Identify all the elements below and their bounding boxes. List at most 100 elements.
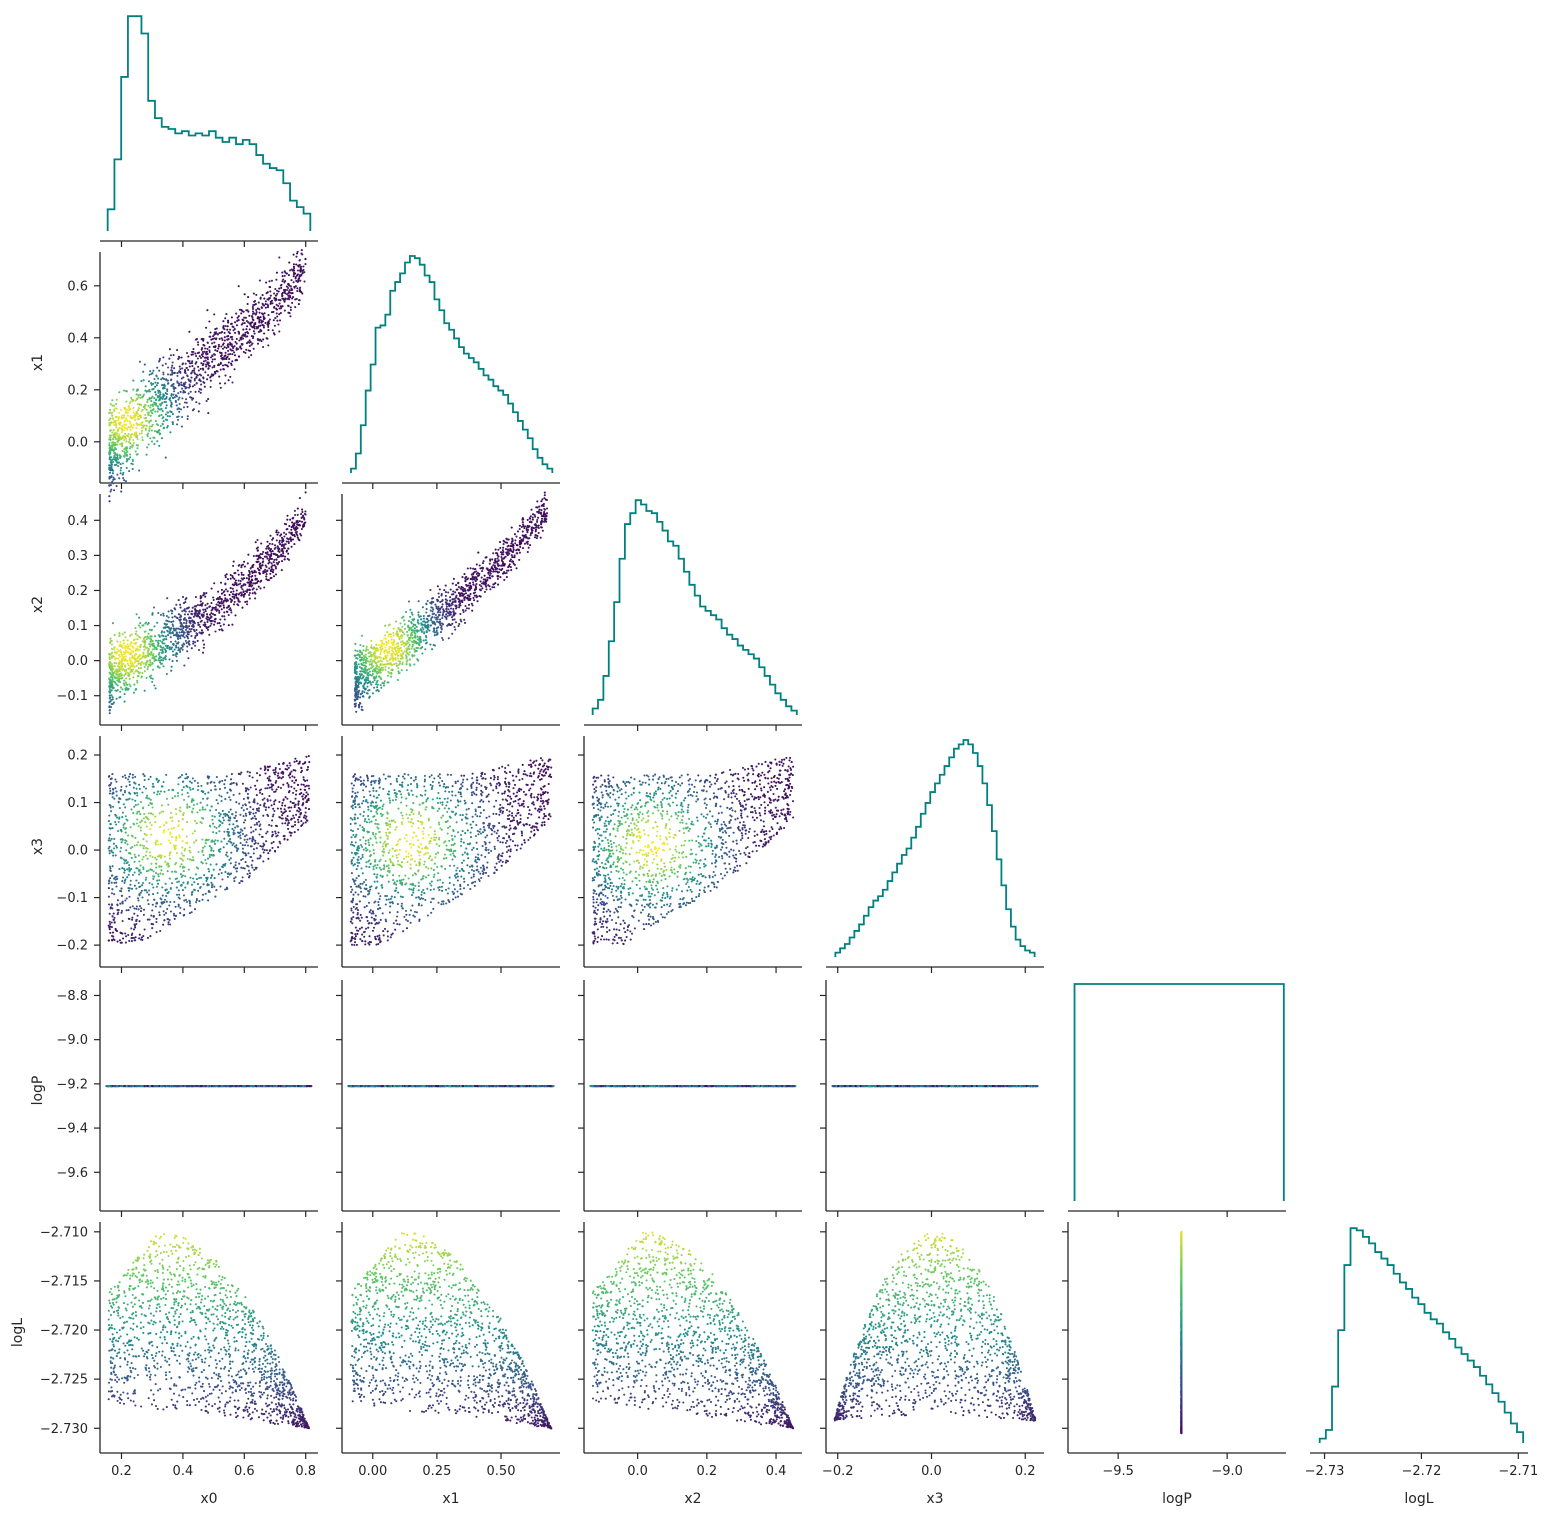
- scatter-point: [212, 335, 215, 338]
- scatter-point: [510, 569, 513, 572]
- scatter-point: [163, 383, 166, 386]
- scatter-point: [411, 654, 414, 657]
- scatter-point: [113, 434, 116, 437]
- y-tick-label: 0.3: [67, 549, 88, 564]
- scatter-point: [436, 598, 439, 601]
- scatter-point: [265, 547, 268, 550]
- scatter-point: [120, 466, 123, 469]
- scatter-point: [210, 373, 213, 376]
- scatter-point: [287, 547, 290, 550]
- scatter-point: [123, 414, 126, 417]
- scatter-point: [290, 785, 293, 788]
- scatter-point: [354, 704, 357, 707]
- scatter-point: [426, 618, 429, 621]
- scatter-x1-x2: [353, 491, 549, 713]
- scatter-point: [294, 285, 297, 288]
- scatter-point: [373, 660, 376, 663]
- scatter-point: [415, 629, 419, 632]
- scatter-point: [158, 357, 162, 360]
- scatter-point: [223, 611, 226, 614]
- scatter-point: [264, 303, 267, 306]
- scatter-point: [170, 378, 173, 381]
- y-tick-label: 0.2: [67, 584, 88, 599]
- scatter-point: [141, 655, 144, 658]
- scatter-point: [253, 327, 256, 330]
- scatter-point: [109, 461, 112, 464]
- scatter-point: [406, 633, 409, 637]
- scatter-point: [362, 695, 365, 698]
- scatter-point: [361, 709, 364, 712]
- scatter-point: [213, 337, 216, 340]
- scatter-point: [129, 456, 132, 459]
- scatter-point: [417, 613, 420, 617]
- scatter-point: [488, 574, 491, 577]
- scatter-point: [413, 663, 416, 666]
- scatter-point: [240, 594, 243, 597]
- panel-x1-logL: 0.00 0.25 0.50: [336, 1222, 560, 1479]
- scatter-point: [445, 617, 448, 621]
- scatter-point: [192, 807, 195, 810]
- scatter-point: [379, 639, 383, 642]
- scatter-point: [176, 374, 179, 377]
- scatter-point: [206, 607, 209, 610]
- scatter-point: [302, 816, 305, 819]
- scatter-point: [123, 448, 126, 451]
- scatter-point: [178, 402, 181, 406]
- scatter-point: [220, 600, 223, 603]
- scatter-point: [481, 570, 484, 573]
- scatter-point: [112, 449, 115, 453]
- scatter-point: [396, 649, 399, 652]
- scatter-point: [198, 355, 201, 358]
- scatter-point: [151, 680, 154, 683]
- scatter-point: [246, 770, 249, 773]
- scatter-point: [158, 657, 161, 660]
- scatter-point: [146, 400, 149, 404]
- scatter-point: [169, 354, 173, 357]
- panel-x1-x2: [336, 494, 560, 731]
- scatter-point: [186, 633, 189, 636]
- scatter-point: [177, 627, 180, 630]
- scatter-point: [511, 538, 514, 541]
- scatter-point: [124, 658, 127, 661]
- scatter-point: [168, 348, 171, 351]
- scatter-point: [241, 578, 244, 581]
- scatter-point: [129, 906, 132, 909]
- scatter-point: [188, 383, 191, 386]
- scatter-point: [138, 616, 141, 619]
- scatter-point: [178, 410, 181, 413]
- scatter-point: [204, 595, 207, 598]
- scatter-point: [228, 332, 231, 335]
- scatter-point: [200, 784, 203, 787]
- scatter-point: [140, 661, 143, 664]
- scatter-point: [153, 648, 156, 651]
- y-tick-label: −0.1: [56, 689, 88, 704]
- scatter-point: [198, 809, 201, 812]
- scatter-point: [257, 556, 261, 559]
- scatter-point: [201, 350, 204, 354]
- scatter-point: [215, 603, 218, 606]
- scatter-point: [151, 643, 154, 646]
- scatter-point: [154, 815, 157, 818]
- scatter-point: [108, 666, 111, 669]
- scatter-point: [276, 315, 279, 318]
- scatter-point: [169, 373, 172, 376]
- scatter-point: [436, 616, 439, 619]
- scatter-point: [170, 394, 173, 397]
- scatter-point: [188, 625, 191, 628]
- scatter-point: [285, 288, 289, 292]
- scatter-point: [444, 591, 447, 594]
- scatter-point: [160, 402, 163, 405]
- scatter-point: [409, 664, 412, 667]
- scatter-point: [303, 271, 306, 274]
- scatter-point: [119, 696, 122, 699]
- scatter-point: [275, 558, 278, 561]
- scatter-point: [128, 420, 131, 423]
- scatter-point: [411, 637, 414, 640]
- scatter-point: [371, 681, 375, 684]
- scatter-point: [153, 377, 156, 381]
- x-tick-label: −2.73: [1305, 1464, 1345, 1479]
- scatter-point: [252, 347, 255, 350]
- scatter-point: [369, 658, 373, 661]
- scatter-point: [147, 665, 150, 668]
- scatter-point: [284, 804, 287, 807]
